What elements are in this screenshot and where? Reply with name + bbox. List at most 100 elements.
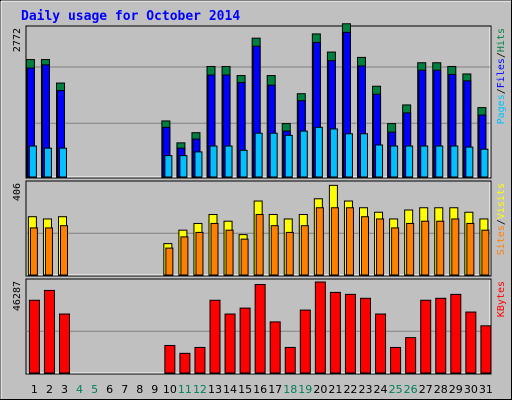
y-max-label: 406 <box>12 183 23 201</box>
bar-pages-day-26 <box>405 145 414 178</box>
bar-kbytes-day-11 <box>179 352 191 374</box>
bar-sites-day-22 <box>345 207 354 276</box>
bar-pages-day-21 <box>329 128 338 178</box>
bar-sites-day-28 <box>436 220 445 276</box>
panel-visits-sites: 406 Sites/Visits <box>12 180 507 277</box>
bar-pages-day-17 <box>269 132 278 178</box>
x-tick-label-day-2: 2 <box>46 383 53 396</box>
x-tick-label-day-4: 4 <box>76 383 83 396</box>
bar-sites-day-2 <box>44 227 53 276</box>
bar-pages-day-25 <box>390 145 399 178</box>
legend-entry: Pages <box>496 94 507 124</box>
bar-sites-day-1 <box>29 227 38 276</box>
bar-kbytes-day-17 <box>269 321 281 374</box>
bar-sites-day-24 <box>376 218 385 276</box>
x-tick-label-day-30: 30 <box>464 383 478 396</box>
x-tick-label-day-11: 11 <box>178 383 192 396</box>
bar-sites-day-19 <box>300 225 309 276</box>
bar-pages-day-3 <box>59 147 67 178</box>
bar-pages-day-18 <box>284 134 293 178</box>
x-tick-label-day-16: 16 <box>253 383 267 396</box>
x-tick-label-day-19: 19 <box>298 383 312 396</box>
x-tick-label-day-26: 26 <box>404 383 418 396</box>
x-tick-label-day-20: 20 <box>313 383 327 396</box>
bar-kbytes-day-29 <box>450 293 462 374</box>
bar-sites-day-30 <box>466 222 475 276</box>
bar-pages-day-16 <box>254 132 263 178</box>
x-tick-label-day-24: 24 <box>374 383 388 396</box>
bar-kbytes-day-21 <box>329 291 341 374</box>
x-tick-label-day-1: 1 <box>31 383 38 396</box>
legend-entry: Hits <box>496 28 507 52</box>
bar-sites-day-26 <box>406 222 415 276</box>
panel-kbytes: 46287 KBytes <box>12 278 507 375</box>
bar-sites-day-23 <box>361 216 369 276</box>
bar-sites-day-15 <box>240 238 249 276</box>
bar-sites-day-12 <box>195 231 204 276</box>
chart-panels: 2772Pages/Files/Hits406Sites/Visits46287… <box>12 23 507 375</box>
x-tick-label-day-17: 17 <box>268 383 282 396</box>
x-tick-label-day-27: 27 <box>419 383 433 396</box>
bar-pages-day-28 <box>435 145 444 178</box>
bar-pages-day-24 <box>375 144 384 178</box>
x-tick-label-day-7: 7 <box>121 383 128 396</box>
x-tick-label-day-12: 12 <box>193 383 207 396</box>
x-tick-label-day-13: 13 <box>208 383 222 396</box>
x-tick-label-day-8: 8 <box>136 383 143 396</box>
legend-entry: / <box>496 219 507 225</box>
legend-entry: Files <box>496 58 507 88</box>
bar-sites-day-27 <box>421 220 430 276</box>
bar-sites-day-18 <box>285 231 294 276</box>
y-max-label: 46287 <box>12 281 23 311</box>
x-tick-label-day-10: 10 <box>163 383 177 396</box>
bar-pages-day-15 <box>239 149 248 178</box>
x-tick-label-day-28: 28 <box>434 383 448 396</box>
bar-pages-day-12 <box>194 151 203 178</box>
bar-kbytes-day-30 <box>465 311 477 374</box>
bar-kbytes-day-22 <box>344 293 356 374</box>
bar-pages-day-11 <box>179 155 188 178</box>
x-tick-label-day-25: 25 <box>389 383 403 396</box>
x-tick-label-day-22: 22 <box>343 383 357 396</box>
bar-sites-day-14 <box>225 229 234 276</box>
x-tick-label-day-21: 21 <box>328 383 342 396</box>
bar-kbytes-day-10 <box>164 344 176 374</box>
bar-sites-day-29 <box>451 218 460 276</box>
legend-entry: / <box>496 88 507 94</box>
x-axis-labels: 1 2 3 4 5 6 7 8 9 10 11 12 13 14 15 16 17 18 19 20 21 22 23 24 2… <box>31 383 493 396</box>
bar-pages-day-2 <box>43 147 52 178</box>
bar-kbytes-day-23 <box>360 297 371 374</box>
legend-entry: KBytes <box>496 281 507 317</box>
x-tick-label-day-29: 29 <box>449 383 463 396</box>
x-tick-label-day-9: 9 <box>151 383 158 396</box>
legend-entry: / <box>496 52 507 58</box>
bar-kbytes-day-15 <box>239 307 251 374</box>
legend-entry: Visits <box>496 183 507 219</box>
x-tick-label-day-14: 14 <box>223 383 237 396</box>
panel-legend: KBytes <box>496 281 507 317</box>
bar-kbytes-day-18 <box>284 346 296 374</box>
bar-pages-day-29 <box>450 145 459 178</box>
bar-sites-day-10 <box>165 247 174 276</box>
bar-pages-day-20 <box>314 126 323 178</box>
bar-kbytes-day-13 <box>209 299 221 374</box>
x-tick-label-day-15: 15 <box>238 383 252 396</box>
bar-pages-day-19 <box>299 130 308 178</box>
y-max-label: 2772 <box>12 28 23 52</box>
bar-pages-day-13 <box>209 145 218 178</box>
x-tick-label-day-6: 6 <box>106 383 113 396</box>
bar-kbytes-day-25 <box>390 346 402 374</box>
bar-kbytes-day-12 <box>194 346 206 374</box>
chart-title: Daily usage for October 2014 <box>21 9 240 24</box>
bar-kbytes-day-24 <box>375 313 387 374</box>
bar-pages-day-10 <box>164 155 173 178</box>
bar-kbytes-day-27 <box>420 299 432 374</box>
bar-pages-day-1 <box>28 145 37 178</box>
bar-kbytes-day-16 <box>254 284 266 374</box>
x-tick-label-day-23: 23 <box>359 383 373 396</box>
bar-sites-day-31 <box>481 229 490 276</box>
bar-kbytes-day-3 <box>59 313 70 374</box>
bar-pages-day-31 <box>480 148 489 178</box>
